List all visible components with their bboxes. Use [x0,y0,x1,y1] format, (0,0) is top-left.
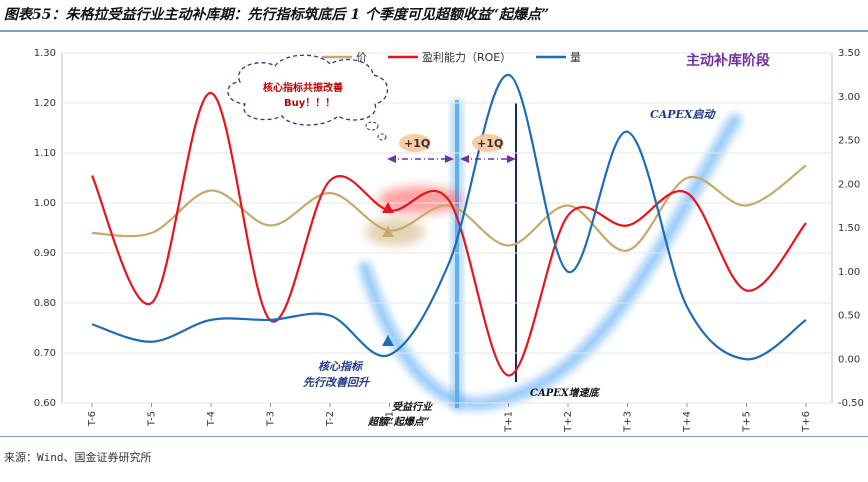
core-label-line2: 先行改善回升 [303,376,370,389]
stage-label: 主动补库阶段 [686,52,770,69]
y-right-tick-label: 1.00 [838,267,860,278]
x-tick-label: T-6 [87,411,98,427]
y-left-tick-label: 0.90 [34,248,56,259]
cloud-text-line1: 核心指标共振改善 [263,81,343,94]
x-tick-label: T-3 [266,411,277,427]
lead1-label: +1Q [404,137,430,150]
chart-title: 图表55：朱格拉受益行业主动补库期：先行指标筑底后 1 个季度可见超额收益“起爆… [4,7,550,23]
x-tick-label: T+2 [563,411,574,433]
legend: 价 盈利能力（ROE） 量 [322,50,581,64]
lead2-arrowhead-right [507,155,516,163]
x-tick-label: T+3 [623,411,634,433]
x-tick-label: T-2 [325,411,336,427]
lead2-label-bg [472,134,504,152]
y-left-tick-label: 0.60 [34,398,56,409]
price-marker [382,226,394,237]
x-tick-label: T+5 [742,411,753,433]
chart-canvas: 0.60 0.70 0.80 0.90 1.00 1.10 1.20 1.30 -0.50 0.0… [34,48,864,433]
y-right-tick-label: 3.50 [838,48,860,59]
cloud-text-line2: Buy！！！ [284,97,335,109]
series-line-roe [91,91,807,377]
source-note: 来源：Wind、国金证券研究所 [4,451,152,464]
x-tick-label: T-4 [206,411,217,427]
x-tick-label: T-1 [385,411,396,427]
buy-cloud [227,54,389,141]
lead2-label: +1Q [477,137,503,150]
y-left-tick-label: 1.00 [34,198,56,209]
x-tick-label: T+4 [682,411,693,433]
plot-area [61,52,833,404]
lead2-arrowhead-left [460,155,469,163]
series-line-volume [91,73,807,361]
y-right-tick-label: 3.00 [838,92,860,103]
y-left-tick-label: 0.70 [34,348,56,359]
x-tick-label: T+6 [801,411,812,433]
volume-marker [382,335,394,346]
excess-label-line1: 受益行业 [392,401,433,413]
roe-marker [382,202,394,213]
y-right-tick-label: 0.50 [838,311,860,322]
core-label-line1: 核心指标 [318,360,364,373]
excess-label-line2: 超额“起爆点” [367,416,430,428]
y-right-tick-label: 2.00 [838,179,860,190]
title-rule [0,30,868,32]
y-right-tick-label: 0.00 [838,354,860,365]
lead1-label-bg [399,134,431,152]
y-right-tick-label: -0.50 [838,398,864,409]
y-left-tick-label: 1.30 [34,48,56,59]
y-left-tick-label: 0.80 [34,298,56,309]
y-right-tick-label: 2.50 [838,136,860,147]
lead1-arrowhead-left [387,155,396,163]
lead1-arrowhead-right [445,155,454,163]
footer-rule [0,436,868,437]
legend-label-price: 价 [356,51,367,64]
y-left-tick-label: 1.20 [34,98,56,109]
y-right-tick-label: 1.50 [838,223,860,234]
capex-start-label: CAPEX启动 [650,108,716,121]
x-tick-label: T-5 [147,411,158,427]
y-left-tick-label: 1.10 [34,148,56,159]
legend-label-volume: 量 [570,51,581,64]
capex-trough-label: CAPEX增速底 [530,387,601,399]
legend-label-roe: 盈利能力（ROE） [422,50,511,64]
x-tick-label: T+1 [504,411,515,433]
